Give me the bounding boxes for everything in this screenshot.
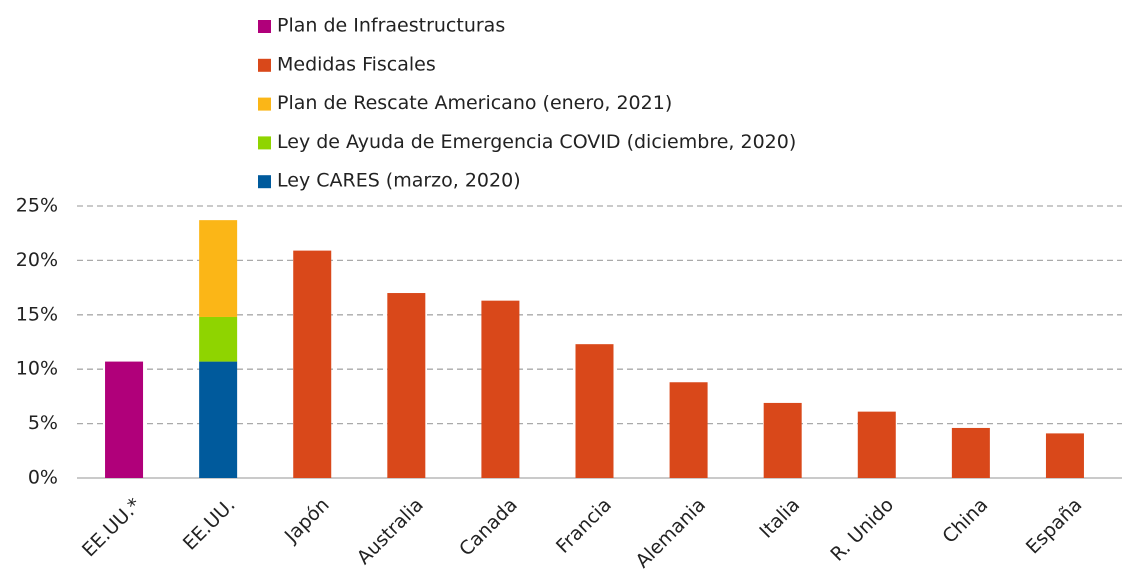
legend-swatch xyxy=(258,175,271,189)
bar-segment xyxy=(199,361,238,478)
bar-segment xyxy=(575,344,614,478)
y-tick-label: 20% xyxy=(16,249,58,271)
x-tick-label: Australia xyxy=(353,494,428,569)
x-tick-label: Canada xyxy=(455,494,522,561)
legend-swatch xyxy=(258,136,271,150)
bar-segment xyxy=(387,293,426,478)
legend-label: Ley de Ayuda de Emergencia COVID (diciem… xyxy=(277,131,796,153)
bar-segment xyxy=(1045,433,1084,478)
legend-label: Ley CARES (marzo, 2020) xyxy=(277,170,521,192)
x-tick-label: España xyxy=(1022,494,1087,559)
bar-segment xyxy=(857,411,896,478)
legend-label: Plan de Infraestructuras xyxy=(277,15,505,37)
bar-segment xyxy=(199,220,238,317)
x-tick-label: Alemania xyxy=(631,494,710,573)
legend-swatch xyxy=(258,58,271,72)
y-tick-label: 5% xyxy=(28,412,58,434)
bar-segment xyxy=(481,300,520,478)
bar-segment xyxy=(951,427,990,478)
legend-swatch xyxy=(258,97,271,111)
x-tick-label: Italia xyxy=(755,494,804,543)
bar-segment xyxy=(669,382,708,478)
x-tick-label: Japón xyxy=(280,494,334,548)
x-tick-label: EE.UU.* xyxy=(78,494,145,561)
y-tick-label: 0% xyxy=(28,467,58,489)
legend-label: Medidas Fiscales xyxy=(277,53,436,75)
legend-label: Plan de Rescate Americano (enero, 2021) xyxy=(277,92,672,114)
bar-segment xyxy=(199,316,238,362)
y-tick-label: 10% xyxy=(16,358,58,380)
legend-swatch xyxy=(258,20,271,33)
x-tick-label: China xyxy=(938,494,992,548)
x-tick-label: R. Unido xyxy=(826,494,898,566)
x-tick-label: Francia xyxy=(552,494,616,558)
y-tick-label: 15% xyxy=(16,303,58,325)
bar-segment xyxy=(293,250,332,478)
bar-segment xyxy=(763,402,802,478)
x-tick-label: EE.UU. xyxy=(179,494,240,555)
y-tick-label: 25% xyxy=(16,195,58,217)
bar-segment xyxy=(105,361,144,478)
